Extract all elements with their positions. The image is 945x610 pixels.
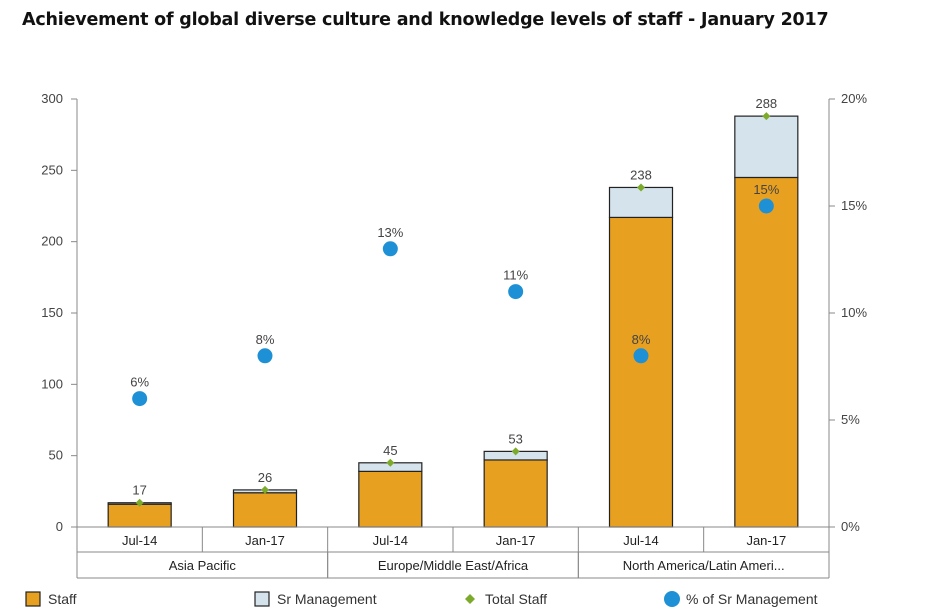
chart-axes: 0 50 100 150 200 250 300 0% 5% 10% 15% 20% [41, 91, 867, 534]
sr-management-pct-marker [758, 198, 774, 214]
category-label: Jul-14 [373, 533, 408, 548]
total-staff-label: 238 [630, 167, 652, 182]
sr-management-pct-marker [633, 348, 649, 364]
right-tick-label: 0% [841, 519, 860, 534]
right-tick-label: 10% [841, 305, 867, 320]
total-staff-marker [135, 498, 144, 507]
sr-management-bar [734, 115, 799, 179]
total-staff-label: 26 [258, 470, 272, 485]
sr-management-pct-marker [508, 284, 524, 300]
chart-bars [107, 115, 799, 528]
legend-label: Staff [48, 591, 77, 607]
total-staff-marker [386, 458, 395, 467]
legend-swatch [465, 594, 475, 604]
right-tick-label: 5% [841, 412, 860, 427]
sr-management-pct-label: 11% [503, 268, 528, 283]
category-label: Jan-17 [746, 533, 786, 548]
chart-markers [132, 112, 774, 507]
chart-legend: Staff Sr Management Total Staff % of Sr Man… [25, 591, 818, 607]
sr-management-pct-label: 8% [632, 332, 651, 347]
left-tick-label: 50 [49, 448, 63, 463]
legend-item: Sr Management [254, 591, 377, 607]
staff-bar [232, 492, 298, 528]
group-label: Asia Pacific [169, 558, 237, 573]
legend-item: Staff [25, 591, 77, 607]
sr-management-pct-marker [382, 241, 398, 257]
legend-swatch [664, 591, 680, 607]
staff-bar [358, 470, 423, 528]
total-staff-label: 288 [755, 96, 777, 111]
category-label: Jan-17 [496, 533, 536, 548]
staff-bar [608, 216, 674, 528]
staff-bar [107, 503, 172, 528]
total-staff-label: 45 [383, 443, 397, 458]
sr-management-pct-marker [257, 348, 273, 364]
legend-item: Total Staff [465, 591, 547, 607]
category-label: Jan-17 [245, 533, 285, 548]
legend-swatch [25, 591, 41, 607]
chart-title: Achievement of global diverse culture an… [22, 10, 829, 30]
right-tick-label: 15% [841, 198, 867, 213]
left-tick-label: 0 [56, 519, 63, 534]
sr-management-pct-label: 6% [130, 375, 149, 390]
legend-label: Total Staff [485, 591, 547, 607]
staff-bar [483, 459, 548, 528]
right-tick-label: 20% [841, 91, 867, 106]
total-staff-label: 53 [508, 431, 522, 446]
sr-management-pct-marker [132, 391, 148, 407]
sr-management-bar [608, 186, 674, 219]
group-label: North America/Latin Ameri... [623, 558, 785, 573]
left-tick-label: 100 [41, 376, 63, 391]
left-tick-label: 300 [41, 91, 63, 106]
left-tick-label: 200 [41, 234, 63, 249]
sr-management-pct-label: 13% [377, 225, 403, 240]
total-staff-marker [762, 112, 771, 121]
legend-item: % of Sr Management [664, 591, 818, 607]
staff-bar [734, 176, 799, 528]
total-staff-marker [261, 485, 269, 494]
total-staff-label: 17 [132, 483, 146, 498]
chart-category-axis: Jul-14 Jan-17 Jul-14 Jan-17 Jul-14 Jan-17 Asia… [76, 526, 830, 579]
sr-management-pct-label: 15% [753, 182, 779, 197]
category-label: Jul-14 [122, 533, 157, 548]
left-tick-label: 150 [41, 305, 63, 320]
chart-data-labels: 17 26 45 53 238 288 6% 8% 13% 11% 8% 15% [130, 96, 780, 498]
legend-label: % of Sr Management [686, 591, 818, 607]
sr-management-pct-label: 8% [256, 332, 275, 347]
legend-label: Sr Management [277, 591, 377, 607]
group-label: Europe/Middle East/Africa [378, 558, 529, 573]
legend-swatch [254, 591, 270, 607]
left-tick-label: 250 [41, 162, 63, 177]
total-staff-marker [637, 183, 645, 192]
category-label: Jul-14 [623, 533, 658, 548]
total-staff-marker [511, 447, 520, 456]
